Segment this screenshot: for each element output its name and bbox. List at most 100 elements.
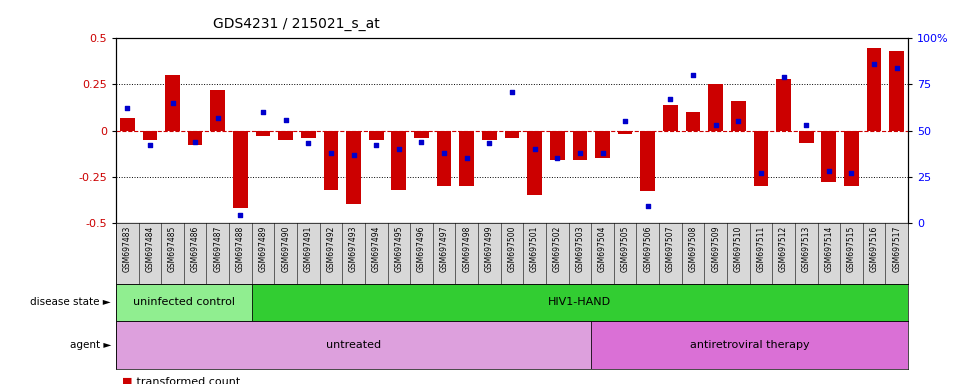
Point: [142, 142, 157, 148]
Point: [799, 122, 814, 128]
Text: GSM697502: GSM697502: [553, 226, 562, 272]
Point: [324, 150, 339, 156]
Bar: [391, 131, 406, 190]
Point: [187, 139, 203, 145]
Bar: [301, 131, 316, 138]
Bar: [256, 131, 270, 136]
Bar: [573, 131, 587, 160]
Point: [730, 118, 746, 124]
Point: [617, 118, 633, 124]
Point: [120, 105, 135, 111]
Point: [843, 170, 859, 176]
Text: GSM697497: GSM697497: [440, 226, 448, 272]
Text: GSM697513: GSM697513: [802, 226, 810, 272]
Text: GSM697508: GSM697508: [689, 226, 697, 272]
Bar: [211, 90, 225, 131]
Bar: [663, 105, 678, 131]
Bar: [116, 321, 591, 369]
Text: transformed count: transformed count: [133, 377, 241, 384]
Point: [663, 96, 678, 102]
Bar: [233, 131, 247, 208]
Point: [368, 142, 384, 148]
Point: [595, 150, 611, 156]
Bar: [346, 131, 361, 204]
Bar: [143, 131, 157, 140]
Bar: [753, 131, 768, 186]
Point: [550, 155, 565, 161]
Text: GSM697495: GSM697495: [394, 226, 404, 272]
Bar: [187, 131, 203, 145]
Bar: [731, 101, 746, 131]
Text: GSM697512: GSM697512: [779, 226, 788, 272]
Point: [776, 74, 791, 80]
Point: [391, 146, 407, 152]
Point: [821, 168, 837, 174]
Text: agent ►: agent ►: [70, 339, 111, 350]
Text: antiretroviral therapy: antiretroviral therapy: [690, 339, 810, 350]
Text: GSM697492: GSM697492: [327, 226, 335, 272]
Text: GSM697500: GSM697500: [507, 226, 517, 272]
Text: GSM697485: GSM697485: [168, 226, 177, 272]
Text: GSM697490: GSM697490: [281, 226, 290, 272]
Point: [346, 151, 361, 157]
Text: GSM697514: GSM697514: [824, 226, 834, 272]
Text: uninfected control: uninfected control: [132, 297, 235, 308]
Bar: [595, 131, 610, 158]
Text: GSM697510: GSM697510: [734, 226, 743, 272]
Text: GSM697503: GSM697503: [576, 226, 584, 272]
Bar: [527, 131, 542, 195]
Bar: [821, 131, 837, 182]
Text: untreated: untreated: [326, 339, 382, 350]
Text: GSM697498: GSM697498: [462, 226, 471, 272]
Text: GSM697506: GSM697506: [643, 226, 652, 272]
Text: GSM697483: GSM697483: [123, 226, 131, 272]
Text: GDS4231 / 215021_s_at: GDS4231 / 215021_s_at: [213, 17, 380, 31]
Point: [210, 114, 225, 121]
Text: GSM697505: GSM697505: [620, 226, 630, 272]
Point: [640, 203, 656, 209]
Point: [526, 146, 542, 152]
Bar: [504, 131, 520, 138]
Text: GSM697484: GSM697484: [145, 226, 155, 272]
Text: GSM697507: GSM697507: [666, 226, 675, 272]
Point: [278, 116, 294, 122]
Point: [437, 150, 452, 156]
Point: [165, 100, 181, 106]
Text: GSM697486: GSM697486: [190, 226, 200, 272]
Text: GSM697511: GSM697511: [756, 226, 765, 272]
Point: [572, 150, 587, 156]
Bar: [799, 131, 813, 144]
Text: GSM697516: GSM697516: [869, 226, 879, 272]
Bar: [640, 131, 655, 191]
Bar: [482, 131, 497, 140]
Point: [685, 72, 700, 78]
Point: [753, 170, 769, 176]
Text: GSM697493: GSM697493: [349, 226, 358, 272]
Text: GSM697499: GSM697499: [485, 226, 494, 272]
Bar: [116, 284, 252, 321]
Bar: [437, 131, 451, 186]
Bar: [252, 284, 908, 321]
Text: HIV1-HAND: HIV1-HAND: [549, 297, 611, 308]
Text: ■: ■: [123, 377, 132, 384]
Point: [459, 155, 474, 161]
Text: GSM697494: GSM697494: [372, 226, 381, 272]
Text: GSM697515: GSM697515: [847, 226, 856, 272]
Point: [889, 65, 904, 71]
Bar: [867, 48, 881, 131]
Text: GSM697517: GSM697517: [893, 226, 901, 272]
Bar: [686, 112, 700, 131]
Bar: [324, 131, 338, 190]
Bar: [618, 131, 633, 134]
Bar: [550, 131, 564, 160]
Point: [504, 89, 520, 95]
Bar: [278, 131, 293, 140]
Bar: [165, 75, 180, 131]
Text: GSM697496: GSM697496: [417, 226, 426, 272]
Text: GSM697501: GSM697501: [530, 226, 539, 272]
Bar: [708, 84, 723, 131]
Text: GSM697509: GSM697509: [711, 226, 721, 272]
Bar: [591, 321, 908, 369]
Point: [482, 141, 497, 147]
Text: GSM697489: GSM697489: [259, 226, 268, 272]
